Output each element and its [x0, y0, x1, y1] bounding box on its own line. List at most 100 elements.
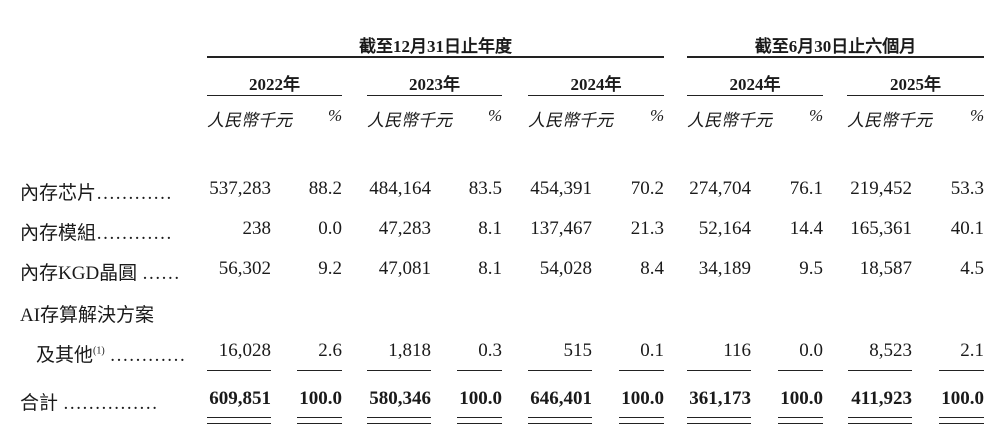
- total-double-underline: [457, 423, 502, 424]
- row-label-ai-solutions: AI存算解決方案: [20, 305, 155, 326]
- cell-percent: 88.2: [308, 178, 342, 199]
- unit-amount: 人民幣千元: [847, 111, 932, 130]
- total-double-underline: [619, 417, 664, 418]
- cell-amount: 1,818: [388, 340, 431, 361]
- leader-dots: …………: [109, 345, 186, 366]
- cell-percent: 9.5: [799, 258, 823, 279]
- total-double-underline: [939, 423, 984, 424]
- cell-percent: 100.0: [780, 388, 823, 409]
- cell-amount: 137,467: [530, 218, 592, 239]
- cell-percent: 100.0: [621, 388, 664, 409]
- cell-percent: 100.0: [941, 388, 984, 409]
- row-label-ai-solutions-cont: 及其他(1) …………: [36, 340, 185, 367]
- cell-amount: 411,923: [851, 388, 912, 409]
- subtotal-underline: [939, 370, 984, 371]
- unit-amount: 人民幣千元: [207, 111, 292, 130]
- total-double-underline: [528, 417, 592, 418]
- cell-percent: 70.2: [630, 178, 664, 199]
- cell-amount: 52,164: [698, 218, 751, 239]
- cell-amount: 18,587: [859, 258, 912, 279]
- subtotal-underline: [848, 370, 912, 371]
- divider: [528, 95, 664, 96]
- total-double-underline: [848, 423, 912, 424]
- cell-percent: 14.4: [789, 218, 823, 239]
- group-header-interim: 截至6月30日止六個月: [754, 37, 917, 56]
- cell-percent: 8.4: [640, 258, 664, 279]
- footnote-ref: (1): [93, 345, 105, 357]
- cell-amount: 454,391: [530, 178, 592, 199]
- row-label-memory-chips: 內存芯片…………: [20, 183, 173, 204]
- unit-percent: %: [650, 106, 665, 125]
- cell-percent: 21.3: [630, 218, 664, 239]
- cell-percent: 0.0: [318, 218, 342, 239]
- cell-amount: 34,189: [698, 258, 751, 279]
- year-header: 2022年: [249, 75, 300, 94]
- cell-amount: 274,704: [689, 178, 751, 199]
- divider: [687, 56, 984, 58]
- cell-percent: 76.1: [789, 178, 823, 199]
- cell-percent: 8.1: [478, 218, 502, 239]
- cell-amount: 47,283: [378, 218, 431, 239]
- cell-percent: 83.5: [468, 178, 502, 199]
- group-header-annual: 截至12月31日止年度: [359, 37, 512, 56]
- cell-percent: 0.0: [799, 340, 823, 361]
- cell-amount: 165,361: [850, 218, 912, 239]
- total-double-underline: [778, 423, 823, 424]
- total-double-underline: [297, 417, 342, 418]
- total-double-underline: [687, 417, 751, 418]
- subtotal-underline: [367, 370, 431, 371]
- subtotal-underline: [778, 370, 823, 371]
- total-double-underline: [939, 417, 984, 418]
- total-double-underline: [778, 417, 823, 418]
- divider: [687, 95, 823, 96]
- cell-amount: 219,452: [850, 178, 912, 199]
- total-double-underline: [207, 423, 271, 424]
- cell-amount: 361,173: [689, 388, 751, 409]
- cell-percent: 4.5: [960, 258, 984, 279]
- total-double-underline: [848, 417, 912, 418]
- total-double-underline: [528, 423, 592, 424]
- unit-amount: 人民幣千元: [367, 111, 452, 130]
- unit-percent: %: [970, 106, 985, 125]
- subtotal-underline: [297, 370, 342, 371]
- unit-percent: %: [809, 106, 824, 125]
- cell-amount: 537,283: [209, 178, 271, 199]
- subtotal-underline: [207, 370, 271, 371]
- cell-percent: 2.6: [318, 340, 342, 361]
- cell-amount: 47,081: [378, 258, 431, 279]
- divider: [207, 56, 664, 58]
- total-double-underline: [297, 423, 342, 424]
- cell-percent: 0.1: [640, 340, 664, 361]
- row-label-memory-modules: 內存模組…………: [20, 223, 173, 244]
- cell-percent: 100.0: [459, 388, 502, 409]
- cell-percent: 100.0: [299, 388, 342, 409]
- unit-percent: %: [328, 106, 343, 125]
- subtotal-underline: [619, 370, 664, 371]
- cell-percent: 2.1: [960, 340, 984, 361]
- cell-amount: 580,346: [369, 388, 431, 409]
- cell-amount: 56,302: [218, 258, 271, 279]
- total-double-underline: [619, 423, 664, 424]
- total-double-underline: [207, 417, 271, 418]
- cell-amount: 484,164: [369, 178, 431, 199]
- total-double-underline: [457, 417, 502, 418]
- unit-percent: %: [488, 106, 503, 125]
- cell-percent: 8.1: [478, 258, 502, 279]
- subtotal-underline: [687, 370, 751, 371]
- total-double-underline: [367, 417, 431, 418]
- cell-amount: 515: [563, 340, 593, 361]
- cell-amount: 54,028: [539, 258, 592, 279]
- year-header: 2024年: [729, 75, 781, 94]
- cell-amount: 609,851: [209, 388, 271, 409]
- subtotal-underline: [457, 370, 502, 371]
- divider: [847, 95, 984, 96]
- divider: [367, 95, 502, 96]
- cell-amount: 238: [242, 218, 272, 239]
- label-text: 及其他: [36, 345, 94, 366]
- year-header: 2023年: [409, 75, 460, 94]
- total-double-underline: [367, 423, 431, 424]
- cell-amount: 116: [723, 340, 751, 361]
- unit-amount: 人民幣千元: [687, 111, 772, 130]
- total-double-underline: [687, 423, 751, 424]
